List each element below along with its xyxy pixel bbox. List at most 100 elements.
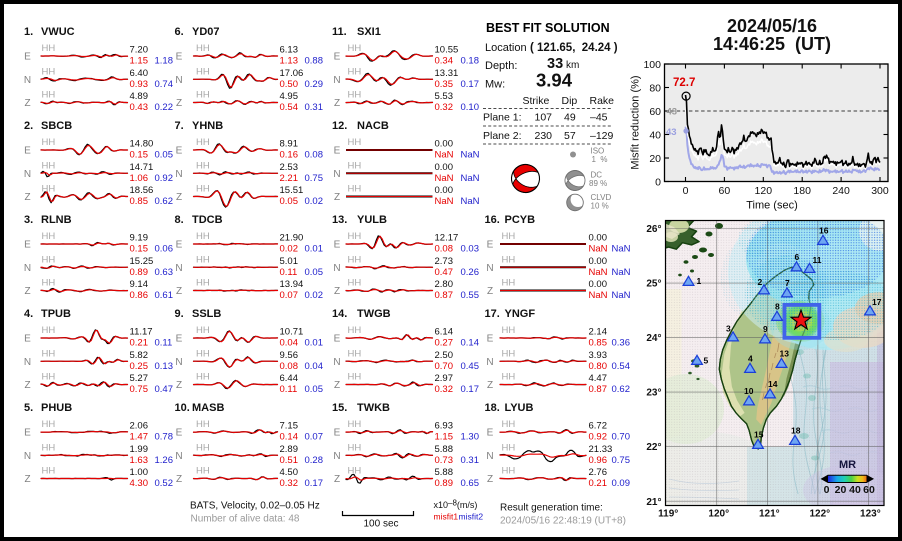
svg-text:49: 49	[564, 112, 576, 124]
svg-text:0.63: 0.63	[155, 267, 174, 278]
svg-text:Plane 1:: Plane 1:	[483, 112, 522, 124]
svg-text:MASB: MASB	[192, 402, 224, 414]
svg-text:HH: HH	[42, 184, 56, 195]
svg-text:YULB: YULB	[357, 214, 387, 226]
svg-text:E: E	[334, 428, 341, 439]
svg-text:1.26: 1.26	[155, 455, 174, 466]
svg-text:0.08: 0.08	[305, 150, 324, 161]
svg-text:Misfit reduction (%): Misfit reduction (%)	[630, 75, 642, 169]
svg-text:0: 0	[824, 484, 830, 496]
svg-text:1.: 1.	[24, 26, 33, 38]
svg-text:5.01: 5.01	[280, 256, 299, 267]
svg-text:( 121.65, 24.24 ): ( 121.65, 24.24 )	[530, 42, 618, 54]
svg-text:0.00: 0.00	[435, 162, 454, 173]
svg-text:80: 80	[649, 82, 661, 94]
svg-text:0.02: 0.02	[305, 290, 324, 301]
svg-text:0.54: 0.54	[280, 102, 299, 113]
svg-text:5.: 5.	[24, 402, 33, 414]
svg-text:HH: HH	[42, 66, 56, 77]
svg-text:13: 13	[780, 349, 790, 359]
svg-text:0.32: 0.32	[435, 102, 454, 113]
svg-text:YHNB: YHNB	[192, 120, 223, 132]
svg-text:HH: HH	[42, 419, 56, 430]
svg-text:0.00: 0.00	[435, 185, 454, 196]
svg-text:14.80: 14.80	[130, 139, 154, 150]
svg-text:E: E	[176, 146, 183, 157]
svg-text:HH: HH	[42, 442, 56, 453]
svg-text:0.54: 0.54	[612, 361, 631, 372]
svg-text:HH: HH	[348, 43, 362, 54]
svg-text:YD07: YD07	[192, 26, 220, 38]
svg-text:6: 6	[795, 252, 800, 262]
svg-text:HH: HH	[42, 160, 56, 171]
svg-text:SXI1: SXI1	[357, 26, 381, 38]
svg-text:HH: HH	[196, 160, 210, 171]
svg-text:11: 11	[813, 255, 822, 265]
svg-text:0.07: 0.07	[280, 290, 299, 301]
svg-text:0.02: 0.02	[280, 244, 299, 255]
svg-text:120°: 120°	[708, 509, 729, 520]
svg-text:0.96: 0.96	[589, 455, 608, 466]
svg-text:3.: 3.	[24, 214, 33, 226]
svg-text:6.72: 6.72	[589, 421, 608, 432]
svg-text:0.47: 0.47	[155, 384, 174, 395]
svg-text:Z: Z	[176, 380, 182, 391]
svg-text:72.7: 72.7	[673, 77, 695, 89]
svg-text:0.17: 0.17	[461, 79, 480, 90]
svg-text:HH: HH	[348, 325, 362, 336]
svg-text:NaN: NaN	[461, 196, 480, 207]
svg-text:2.06: 2.06	[130, 421, 149, 432]
svg-text:HH: HH	[42, 90, 56, 101]
svg-text:NaN: NaN	[589, 290, 608, 301]
svg-text:120: 120	[755, 185, 773, 197]
svg-text:0.70: 0.70	[435, 361, 454, 372]
svg-text:13.94: 13.94	[280, 279, 304, 290]
svg-text:N: N	[486, 357, 493, 368]
svg-text:8: 8	[775, 302, 780, 312]
svg-text:3: 3	[726, 324, 731, 334]
svg-text:TPUB: TPUB	[41, 308, 71, 320]
svg-text:15: 15	[754, 430, 764, 440]
svg-text:0.62: 0.62	[612, 384, 631, 395]
svg-text:0.04: 0.04	[305, 361, 324, 372]
svg-text:6.93: 6.93	[435, 421, 454, 432]
svg-text:TDCB: TDCB	[192, 214, 223, 226]
svg-text:0.92: 0.92	[155, 173, 174, 184]
svg-text:5.82: 5.82	[130, 350, 149, 361]
svg-text:0.55: 0.55	[461, 290, 480, 301]
svg-text:43: 43	[667, 107, 678, 118]
svg-text:0.01: 0.01	[305, 338, 324, 349]
svg-text:Depth:: Depth:	[485, 60, 517, 72]
svg-text:119°: 119°	[658, 509, 678, 520]
svg-text:misfit2: misfit2	[459, 512, 484, 522]
svg-text:300: 300	[871, 185, 889, 197]
svg-text:33: 33	[547, 56, 563, 72]
svg-text:0.00: 0.00	[589, 256, 608, 267]
svg-text:0.14: 0.14	[280, 432, 299, 443]
svg-text:18.: 18.	[485, 402, 500, 414]
svg-text:N: N	[333, 263, 340, 274]
svg-text:3.93: 3.93	[589, 350, 608, 361]
svg-text:0.93: 0.93	[130, 79, 149, 90]
svg-text:1: 1	[697, 276, 702, 286]
svg-text:60: 60	[649, 106, 661, 118]
svg-text:2024/05/16: 2024/05/16	[727, 16, 817, 36]
svg-text:57: 57	[564, 130, 576, 142]
svg-text:8.91: 8.91	[280, 139, 299, 150]
svg-text:0.06: 0.06	[155, 244, 174, 255]
svg-text:17: 17	[872, 297, 882, 307]
svg-text:HH: HH	[196, 254, 210, 265]
svg-text:E: E	[176, 240, 183, 251]
svg-text:0.11: 0.11	[155, 338, 173, 349]
svg-text:HH: HH	[196, 231, 210, 242]
svg-text:N: N	[175, 75, 182, 86]
svg-text:60: 60	[719, 185, 731, 197]
svg-text:0.25: 0.25	[130, 361, 149, 372]
svg-text:HH: HH	[196, 43, 210, 54]
svg-text:7.15: 7.15	[280, 421, 299, 432]
svg-text:9.: 9.	[175, 308, 184, 320]
svg-text:8.: 8.	[175, 214, 184, 226]
svg-text:0.04: 0.04	[280, 338, 299, 349]
svg-text:N: N	[24, 75, 31, 86]
svg-text:0.27: 0.27	[435, 338, 454, 349]
